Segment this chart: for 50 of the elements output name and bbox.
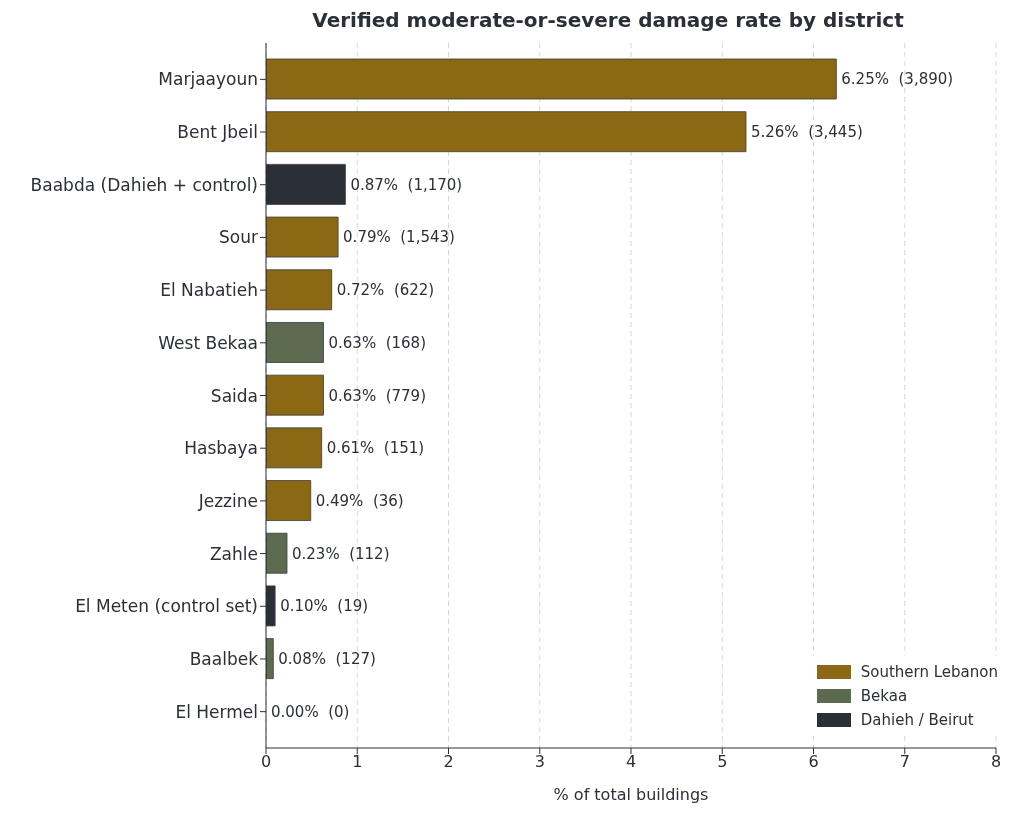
- y-tick-label: Marjaayoun: [158, 69, 258, 90]
- y-tick-label: Sour: [219, 227, 258, 248]
- x-tick-label: 0: [260, 752, 272, 772]
- y-tick-label: Baalbek: [189, 648, 259, 669]
- data-label: 0.49% (36): [315, 491, 404, 510]
- x-tick-label: 8: [990, 752, 1002, 772]
- data-label: 0.63% (779): [328, 386, 427, 405]
- data-label: 0.00% (0): [271, 702, 350, 721]
- y-tick-label: El Meten (control set): [75, 596, 258, 617]
- x-tick-label: 3: [534, 752, 545, 772]
- x-tick-label: 1: [352, 752, 363, 772]
- y-tick-label: Baabda (Dahieh + control): [30, 174, 258, 195]
- data-label: 0.63% (168): [328, 333, 427, 352]
- legend-label: Southern Lebanon: [860, 663, 998, 681]
- bar: [266, 480, 312, 521]
- y-tick-label: West Bekaa: [158, 332, 258, 353]
- x-tick-label: 7: [899, 752, 910, 772]
- legend-label: Dahieh / Beirut: [860, 711, 974, 729]
- x-axis-title: % of total buildings: [553, 785, 709, 804]
- x-tick-label: 6: [808, 752, 819, 772]
- bar: [266, 58, 837, 100]
- y-tick-label: El Hermel: [175, 701, 258, 722]
- y-tick-label: Bent Jbeil: [177, 122, 258, 143]
- bar: [266, 269, 333, 311]
- y-tick-label: El Nabatieh: [160, 280, 258, 301]
- bar: [266, 216, 339, 258]
- data-label: 0.72% (622): [336, 281, 435, 300]
- data-label: 6.25% (3,890): [841, 70, 954, 89]
- bar: [266, 427, 323, 469]
- legend-label: Bekaa: [860, 687, 908, 705]
- data-label: 0.87% (1,170): [350, 175, 463, 194]
- bar: [266, 111, 747, 153]
- data-label: 0.61% (151): [326, 439, 425, 458]
- bar: [266, 638, 274, 680]
- y-tick-label: Zahle: [209, 543, 258, 564]
- y-tick-label: Saida: [210, 385, 258, 406]
- data-label: 0.08% (127): [278, 649, 376, 668]
- chart-title: Verified moderate-or-severe damage rate by district: [311, 8, 905, 34]
- y-tick-label: Jezzine: [197, 490, 258, 511]
- data-label: 0.23% (112): [291, 544, 390, 563]
- x-tick-label: 5: [717, 752, 728, 772]
- data-label: 5.26% (3,445): [750, 123, 863, 142]
- y-tick-label: Hasbaya: [184, 438, 258, 459]
- bar: [266, 532, 288, 574]
- x-tick-label: 2: [443, 752, 454, 772]
- bar: [266, 322, 324, 363]
- data-label: 0.79% (1,543): [343, 228, 455, 247]
- x-tick-label: 4: [625, 752, 637, 772]
- bar: [266, 374, 324, 416]
- data-label: 0.10% (19): [280, 597, 369, 616]
